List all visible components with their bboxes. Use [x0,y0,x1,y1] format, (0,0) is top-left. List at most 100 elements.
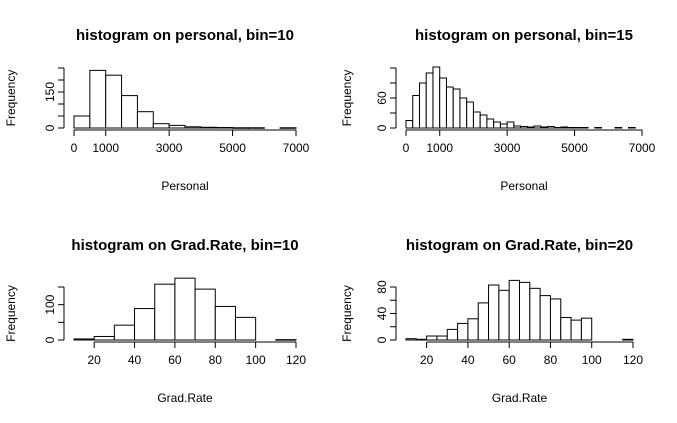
chart-1-bar-14 [279,127,297,129]
chart-3-y-label: Frequency [4,285,18,342]
chart-2-bar-26 [574,127,582,129]
chart-2-bar-9 [459,97,468,129]
chart-4-bar-8 [477,302,490,341]
chart-4-x-tick-label-4: 80 [544,353,558,367]
chart-4-bar-22 [622,338,634,341]
chart-1-x-tick-label-4: 5000 [219,141,246,155]
chart-3-bar-4 [134,308,156,341]
chart-2-bar-4 [425,72,434,129]
chart-1-y-tick-label-4: 150 [43,82,57,102]
chart-2-bar-14 [493,121,501,129]
chart-4-bar-15 [549,298,562,341]
chart-3-bar-11 [275,339,297,341]
chart-2-bar-5 [432,66,441,129]
chart-3-bar-6 [174,277,196,341]
chart-1-x-tick-label-3: 3000 [156,141,183,155]
chart-4-bar-16 [560,316,572,341]
chart-1-bar-6 [152,123,170,129]
chart-1-bar-11 [232,127,249,129]
chart-4-x-tick-label-1: 20 [420,353,434,367]
chart-3-x-tick-label-1: 20 [88,353,102,367]
chart-3-x-tick-label-6: 120 [286,353,306,367]
chart-3-bar-2 [93,335,115,341]
chart-2-bar-2 [412,95,420,129]
chart-4-bar-14 [539,295,551,341]
chart-2-bar-32 [614,127,623,129]
chart-4-bar-18 [580,317,593,341]
chart-2-bar-27 [580,127,589,129]
chart-3-title: histogram on Grad.Rate, bin=10 [71,237,298,254]
chart-4-bar-3 [426,335,438,341]
chart-4-bar-2 [415,338,428,341]
chart-2-bar-11 [472,111,481,129]
chart-1-x-tick-label-5: 7000 [283,141,310,155]
chart-2-x-tick-label-3: 3000 [494,141,521,155]
chart-4-x-tick-label-2: 40 [461,353,475,367]
chart-3-bar-8 [214,305,236,341]
chart-4-x-tick-label-6: 120 [623,353,643,367]
chart-2-bar-34 [628,127,636,129]
chart-2-bar-22 [547,126,555,129]
chart-4-bar-9 [488,284,500,341]
chart-1-bar-7 [168,124,186,129]
chart-1-bar-2 [89,69,107,129]
chart-1-title: histogram on personal, bin=10 [76,27,294,44]
chart-4-y-tick-label-5: 80 [375,280,389,294]
chart-3-bar-1 [73,338,95,341]
chart-4-bar-5 [446,328,459,341]
chart-2-bar-29 [594,127,603,129]
chart-2-bar-16 [506,121,515,129]
chart-2-bar-20 [533,125,542,129]
chart-3-bar-3 [113,324,136,341]
chart-3-x-tick-label-5: 100 [246,353,266,367]
chart-1-x-tick-label-2: 1000 [92,141,119,155]
chart-2-bar-1 [405,120,414,129]
chart-2-bar-19 [526,126,535,129]
chart-3-x-label: Grad.Rate [157,391,213,405]
chart-3-bar-5 [154,283,176,341]
chart-2-bar-3 [418,82,427,129]
chart-2-bar-7 [445,86,454,129]
chart-4-x-tick-label-3: 60 [503,353,517,367]
chart-2-title: histogram on personal, bin=15 [415,27,633,44]
chart-3-y-tick-label-3: 100 [43,294,57,314]
chart-2-x-tick-label-1: 0 [403,141,410,155]
chart-3-bar-9 [234,316,257,341]
chart-3-x-tick-label-3: 60 [168,353,182,367]
chart-2-x-label: Personal [500,179,547,193]
chart-1-bar-4 [121,95,138,129]
chart-4-bar-10 [498,289,510,341]
chart-4-y-tick-label-1: 0 [375,336,389,343]
chart-2-bar-23 [553,127,562,129]
chart-4-y-tick-label-3: 40 [375,307,389,321]
chart-2-x-tick-label-2: 1000 [426,141,453,155]
chart-1-x-tick-label-1: 0 [71,141,78,155]
chart-1-y-tick-label-1: 0 [43,124,57,131]
chart-3-x-tick-label-2: 40 [128,353,142,367]
chart-2-bar-21 [540,126,549,129]
chart-1-x-label: Personal [161,179,208,193]
chart-4-bar-4 [436,335,448,341]
chart-2-bar-24 [560,126,569,129]
chart-2-bar-13 [486,118,495,129]
chart-4-bar-13 [529,287,541,341]
chart-2-bar-15 [499,123,508,129]
chart-4-bar-7 [467,318,479,341]
chart-2-bar-17 [513,125,522,129]
chart-3-y-tick-label-1: 0 [43,336,57,343]
chart-2-bar-25 [567,127,576,129]
chart-3-bar-7 [194,288,216,341]
chart-1-bar-5 [136,111,154,129]
chart-4-x-tick-label-5: 100 [582,353,602,367]
chart-1-bar-9 [200,126,218,129]
chart-2-bar-12 [479,114,488,129]
chart-4-title: histogram on Grad.Rate, bin=20 [406,237,633,254]
chart-2-y-tick-label-1: 0 [375,124,389,131]
chart-1-bar-12 [247,127,265,129]
chart-4-x-label: Grad.Rate [492,391,548,405]
chart-4-bar-12 [519,281,531,341]
chart-1-bar-1 [73,115,91,129]
chart-2-y-tick-label-3: 60 [375,91,389,105]
chart-4-y-label: Frequency [340,285,354,342]
chart-3-x-tick-label-4: 80 [209,353,223,367]
